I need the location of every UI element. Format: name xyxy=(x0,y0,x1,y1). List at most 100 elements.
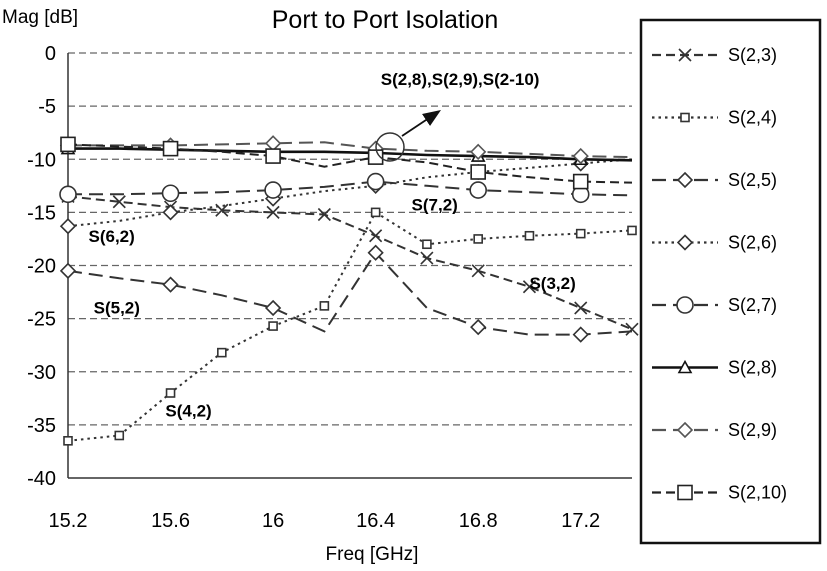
data-point xyxy=(572,326,589,343)
data-point xyxy=(370,207,381,218)
callout-arrow xyxy=(401,110,441,137)
y-tick-label: -35 xyxy=(27,415,56,437)
series-line xyxy=(67,195,633,331)
series-line xyxy=(67,251,633,336)
legend-entry: S(2,3) xyxy=(652,45,777,65)
data-point xyxy=(471,264,485,278)
annotation-label: S(6,2) xyxy=(89,227,135,246)
y-tick-label: -25 xyxy=(27,309,56,331)
annotations: S(2,8),S(2,9),S(2-10) S(7,2) S(6,2) S(3,2) S… xyxy=(89,70,576,421)
data-point xyxy=(572,147,589,165)
data-point xyxy=(319,301,330,311)
legend-label: S(2,5) xyxy=(728,170,777,190)
x-tick-label: 17.2 xyxy=(561,510,600,532)
data-point xyxy=(59,185,77,204)
data-point xyxy=(264,299,282,317)
legend: S(2,3) S(2,4) S(2,5) S(2,6) S(2,7) S(2,8) S(2,… xyxy=(639,18,822,545)
data-point xyxy=(367,244,384,261)
data-point xyxy=(114,430,125,441)
callout-circle xyxy=(375,132,405,162)
data-point xyxy=(60,136,76,153)
data-point xyxy=(59,262,77,279)
data-point xyxy=(470,318,487,336)
data-point xyxy=(264,135,282,152)
series-S(2,7) xyxy=(59,172,633,204)
callout xyxy=(375,110,441,162)
legend-marker xyxy=(677,359,693,374)
series-S(2,5) xyxy=(59,244,633,343)
data-point xyxy=(217,347,227,358)
data-point xyxy=(366,172,385,191)
chart-title: Port to Port Isolation xyxy=(272,6,499,34)
y-tick-label: -15 xyxy=(27,202,56,224)
series-line xyxy=(67,143,633,184)
data-point xyxy=(625,322,639,336)
series-line xyxy=(68,147,633,162)
legend-marker xyxy=(676,296,694,314)
data-point xyxy=(420,251,434,265)
data-point xyxy=(422,239,432,250)
data-point xyxy=(268,321,278,331)
legend-entry: S(2,10) xyxy=(652,483,787,503)
legend-marker xyxy=(676,171,694,189)
data-point xyxy=(473,234,483,244)
legend-marker xyxy=(677,484,693,501)
data-point xyxy=(575,228,586,239)
annotation-label: S(2,8),S(2,9),S(2-10) xyxy=(381,70,540,89)
y-tick-label: -30 xyxy=(27,362,56,384)
legend-entry: S(2,5) xyxy=(652,170,777,190)
series-line xyxy=(68,180,633,197)
legend-marker xyxy=(678,48,692,62)
data-point xyxy=(369,229,383,243)
annotation-label: S(4,2) xyxy=(165,401,211,420)
series-lines xyxy=(59,135,639,446)
legend-entry: S(2,7) xyxy=(652,295,777,315)
data-point xyxy=(627,225,637,236)
series-line xyxy=(68,141,633,159)
data-point xyxy=(264,181,282,199)
data-point xyxy=(470,164,486,180)
series-S(2,6) xyxy=(59,155,633,235)
y-tick-label: -40 xyxy=(27,468,56,490)
legend-entries: S(2,3) S(2,4) S(2,5) S(2,6) S(2,7) S(2,8) S(2,… xyxy=(652,45,787,503)
x-tick-label: 15.2 xyxy=(49,510,88,532)
tick-labels: 0 -5 -10 -15 -20 -25 -30 -35 -40 15.2 15.6 16 16.4 16… xyxy=(27,43,600,532)
series-S(2,4) xyxy=(63,207,637,446)
legend-entry: S(2,9) xyxy=(652,420,777,440)
series-line xyxy=(67,210,633,442)
data-point xyxy=(522,280,537,294)
data-point xyxy=(162,204,179,221)
x-tick-label: 16.4 xyxy=(356,510,395,532)
data-point xyxy=(162,276,179,293)
legend-label: S(2,4) xyxy=(728,108,777,128)
legend-entry: S(2,4) xyxy=(652,108,777,128)
y-tick-label: -5 xyxy=(38,96,56,118)
annotation-label: S(5,2) xyxy=(94,298,140,317)
annotation-label: S(3,2) xyxy=(529,274,575,293)
data-point xyxy=(572,173,589,190)
x-tick-label: 15.6 xyxy=(151,510,190,532)
y-tick-label: -10 xyxy=(27,149,56,171)
legend-label: S(2,9) xyxy=(728,420,777,440)
data-point xyxy=(470,143,487,160)
legend-label: S(2,10) xyxy=(728,483,787,503)
y-tick-label: -20 xyxy=(27,256,56,278)
x-axis-label: Freq [GHz] xyxy=(326,544,419,565)
annotation-label: S(7,2) xyxy=(412,195,458,214)
grid xyxy=(68,52,632,426)
legend-marker xyxy=(676,234,694,251)
data-point xyxy=(63,436,73,446)
data-point xyxy=(59,218,77,235)
legend-label: S(2,6) xyxy=(728,233,777,253)
data-point xyxy=(469,181,487,199)
legend-label: S(2,3) xyxy=(728,45,777,65)
y-axis-label: Mag [dB] xyxy=(2,7,78,28)
legend-label: S(2,8) xyxy=(728,358,777,378)
legend-entry: S(2,8) xyxy=(652,358,777,378)
y-tick-label: 0 xyxy=(45,43,56,65)
data-point xyxy=(165,388,176,398)
data-point xyxy=(161,184,180,203)
legend-entry: S(2,6) xyxy=(652,233,777,253)
data-point xyxy=(265,148,281,164)
